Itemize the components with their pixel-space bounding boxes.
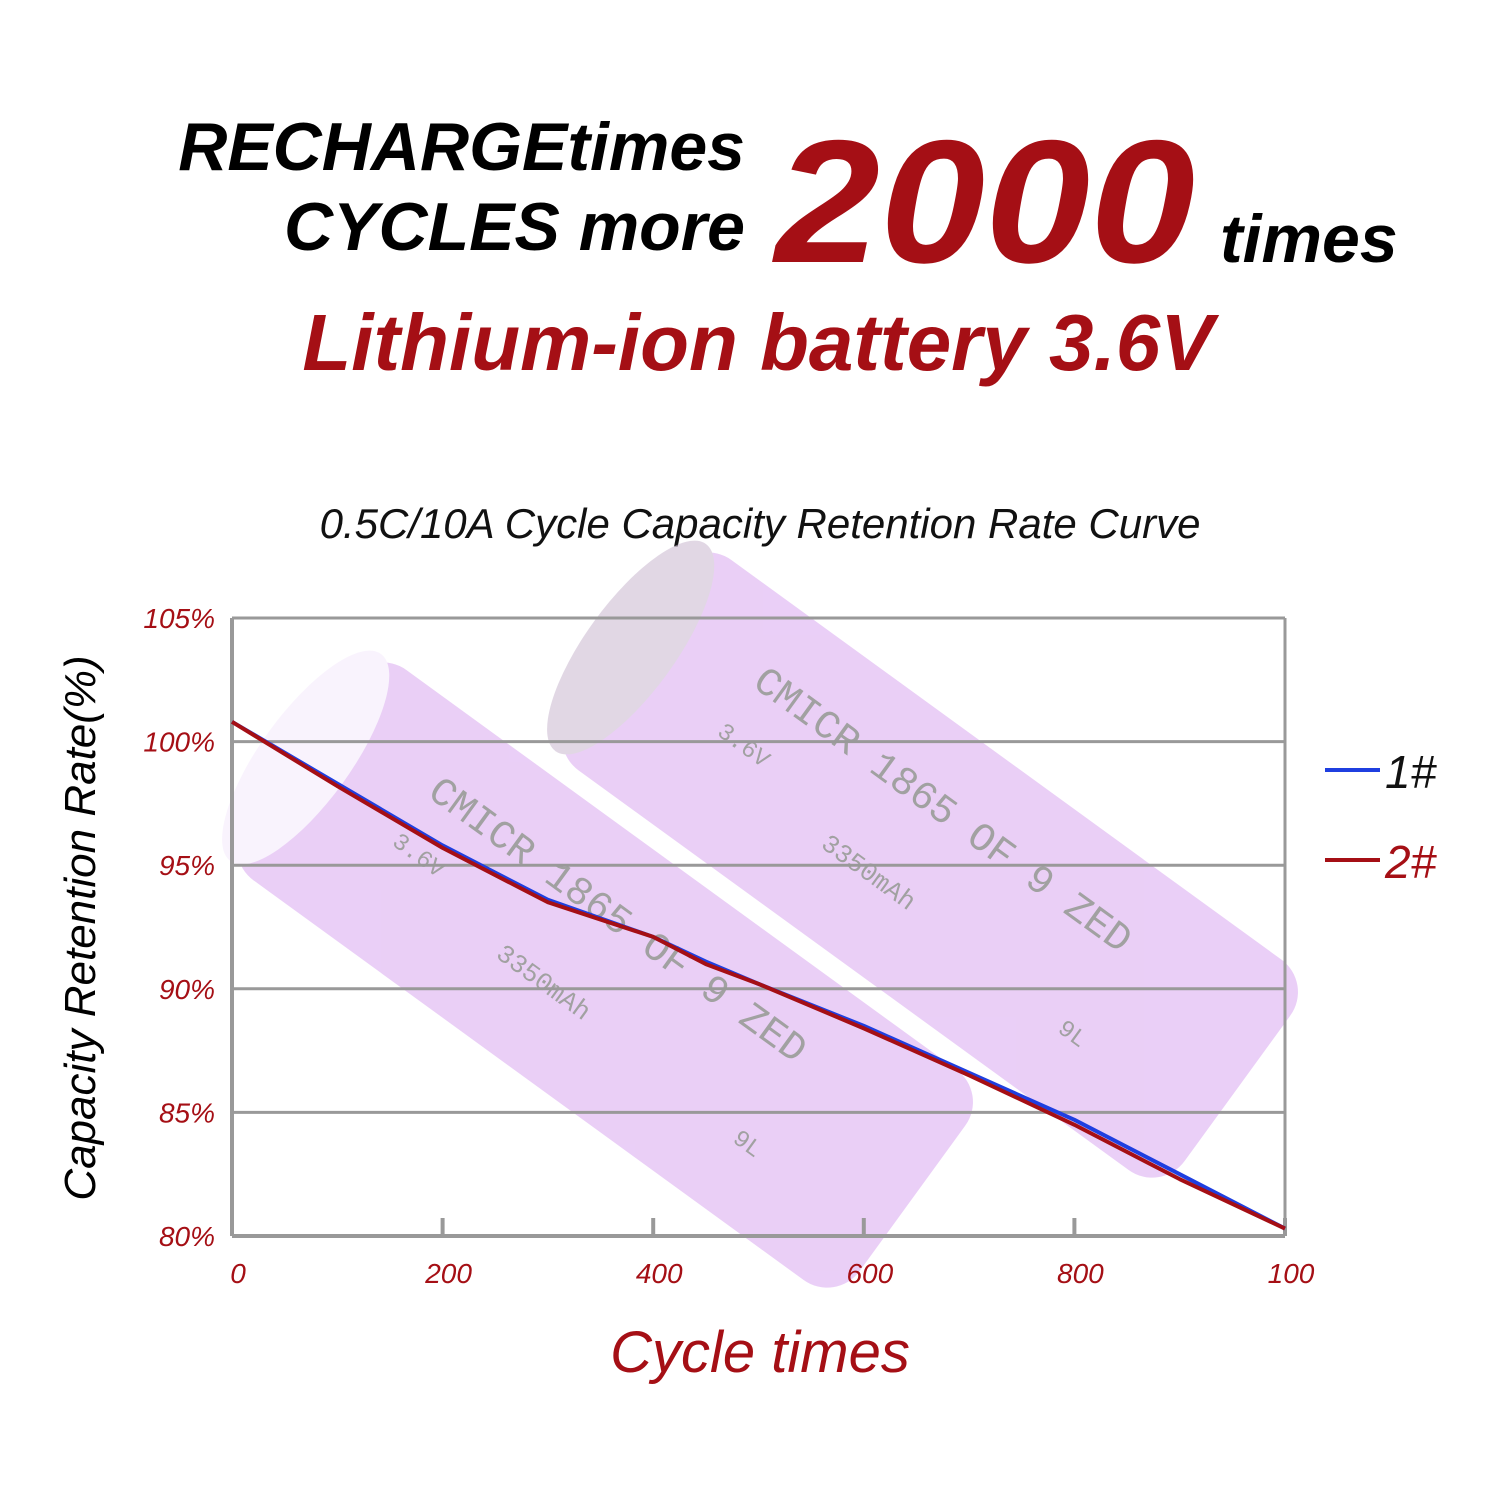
chart-title: 0.5C/10A Cycle Capacity Retention Rate C… [320, 500, 1201, 547]
battery-body [237, 662, 973, 1288]
y-tick-label: 80% [159, 1221, 215, 1252]
y-axis-label: Capacity Retention Rate(%) [56, 655, 105, 1200]
headline-1: RECHARGEtimes [178, 109, 745, 185]
legend-label: 2# [1384, 836, 1438, 888]
x-tick-label: 100 [1268, 1258, 1315, 1289]
legend-label: 1# [1385, 746, 1438, 798]
series-line [230, 720, 1286, 1231]
x-tick-label: 0 [230, 1258, 246, 1289]
battery-end [222, 650, 390, 865]
headline-2: CYCLES more [284, 189, 745, 265]
subtitle: Lithium-ion battery 3.6V [302, 298, 1219, 387]
y-tick-label: 90% [159, 974, 215, 1005]
y-tick-label: 95% [159, 850, 215, 881]
battery-end [547, 540, 715, 755]
x-tick-label: 200 [424, 1258, 472, 1289]
headline-unit: times [1220, 201, 1398, 277]
x-axis-label: Cycle times [610, 1320, 910, 1385]
y-tick-label: 105% [143, 603, 215, 634]
y-tick-label: 100% [143, 727, 215, 758]
plot: 80% 85% 90% 95% 100% 105% 0 200 400 600 800 100 1# 2# [143, 603, 1437, 1289]
headline-number: 2000 [772, 105, 1195, 300]
x-tick-label: 600 [846, 1258, 893, 1289]
x-tick-label: 800 [1057, 1258, 1104, 1289]
y-tick-label: 85% [159, 1097, 215, 1128]
x-tick-label: 400 [636, 1258, 683, 1289]
